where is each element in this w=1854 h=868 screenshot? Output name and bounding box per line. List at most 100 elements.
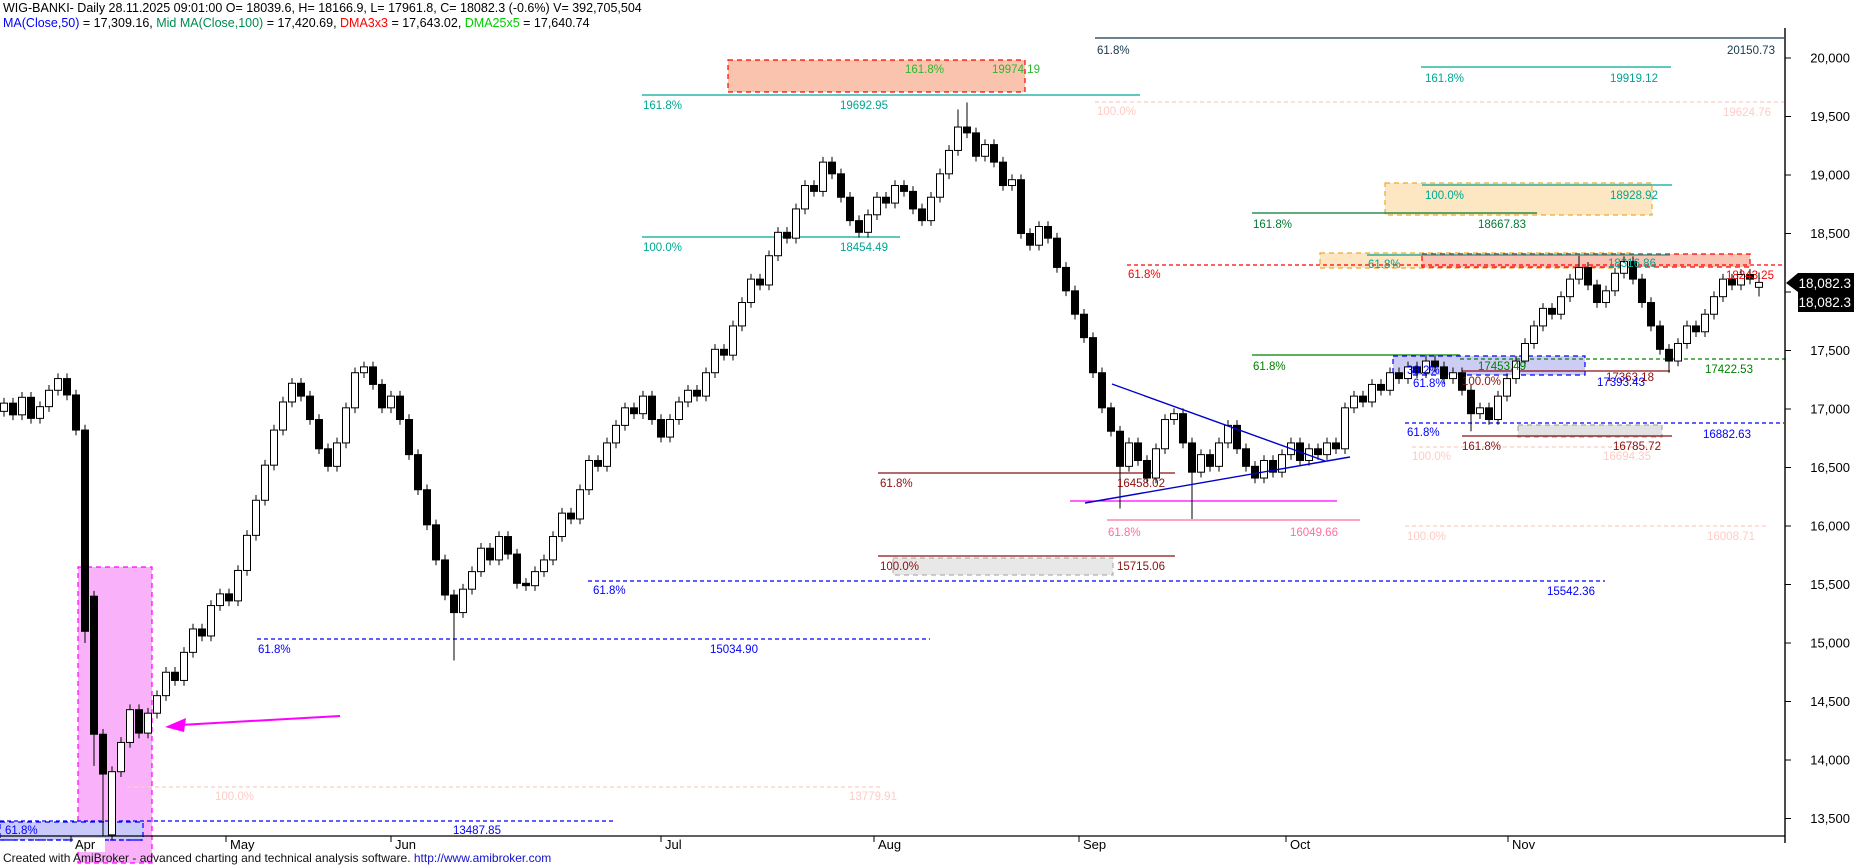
candle-body-23 [207,605,215,637]
annotation-label-2: 38.2% [1407,365,1440,377]
candle-body-97 [873,196,881,216]
candle-body-69 [621,407,629,426]
candle-body-86 [774,231,782,257]
candle-body-47 [423,489,431,526]
x-axis-label-6: Oct [1290,837,1311,852]
candle-body-140 [1260,459,1268,479]
candle-body-48 [432,524,440,561]
candle-body-3 [27,396,35,419]
fib-value-8: 18316.86 [1608,258,1656,270]
candle-body-172 [1548,307,1556,315]
candle-body-150 [1350,395,1358,409]
candle-body-188 [1692,325,1700,333]
candle-body-154 [1386,372,1394,391]
candle-body-182 [1638,278,1646,304]
candle-body-130 [1170,413,1178,421]
candle-body-66 [594,459,602,467]
candle-body-17 [153,695,161,714]
candle-body-136 [1224,424,1232,444]
candle-body-90 [810,185,818,192]
candle-body-33 [297,382,305,397]
candle-body-116 [1044,225,1052,239]
fib-label-18: 100.0% [1407,531,1446,543]
candle-body-171 [1539,307,1547,327]
candle-body-179 [1611,272,1619,292]
fib-value-13: 16785.72 [1613,441,1661,453]
candle-body-61 [549,536,557,561]
candle-body-36 [324,448,332,467]
x-label-bg-5 [1081,838,1113,852]
x-label-bg-1 [228,838,260,852]
fib-label-19: 100.0% [880,561,919,573]
footer-credit: Created with AmiBroker - advanced charti… [3,851,551,865]
candle-body-32 [288,382,296,403]
candle-body-78 [702,372,710,397]
fib-label-11: 100.0% [1462,376,1501,388]
candle-body-59 [531,571,539,587]
candle-body-65 [585,459,593,491]
x-label-bg-0 [73,838,105,852]
candle-body-19 [171,671,179,681]
fib-value-12: 16882.63 [1703,429,1751,441]
candle-body-2 [18,396,26,416]
candle-body-95 [855,220,863,233]
x-label-bg-7 [1510,838,1542,852]
candle-body-15 [135,709,143,734]
candle-body-180 [1620,261,1628,274]
candle-body-191 [1719,278,1727,298]
candle-body-4 [36,406,44,419]
indicator-segment-1: = 17,309.16, [79,16,157,30]
y-axis-label-13: 13,500 [1810,811,1850,826]
candle-body-193 [1737,273,1745,286]
amibroker-link[interactable]: http://www.amibroker.com [413,851,552,865]
candle-body-181 [1629,261,1637,280]
candle-body-166 [1494,395,1502,421]
candle-body-10 [90,595,98,735]
candle-body-8 [72,394,80,431]
candle-body-129 [1161,419,1169,450]
fib-zone-19974 [727,59,1026,93]
x-axis-label-3: Jul [665,837,682,852]
candle-body-175 [1575,266,1583,280]
fib-value-2: 19624.76 [1723,107,1771,119]
indicator-segment-0: MA(Close,50) [3,16,80,30]
fib-zone-18928 [1384,182,1653,216]
candle-body-40 [360,366,368,374]
fib-zone-16882 [1517,424,1663,438]
candle-body-184 [1656,325,1664,350]
candle-body-89 [801,185,809,210]
trendline-1[interactable] [1084,456,1351,504]
candle-body-102 [918,208,926,222]
trendline-0[interactable] [1111,383,1326,462]
fib-label-23: 61.8% [5,825,38,837]
y-axis-label-9: 15,500 [1810,577,1850,592]
candle-body-118 [1062,266,1070,292]
annotation-label-1: 19974.19 [992,64,1040,76]
fib-value-10: 17422.53 [1705,364,1753,376]
candle-body-96 [864,214,872,233]
y-axis-label-11: 14,500 [1810,694,1850,709]
candle-body-167 [1503,378,1511,397]
candle-body-165 [1485,407,1493,421]
indicator-values: MA(Close,50) = 17,309.16, Mid MA(Close,1… [3,16,642,30]
candle-body-64 [576,489,584,520]
indicator-segment-6: DMA25x5 [464,16,520,30]
fib-label-4: 100.0% [643,242,682,254]
candle-body-190 [1710,296,1718,315]
x-axis-label-1: May [230,837,255,852]
fib-label-1: 161.8% [1425,73,1464,85]
quote-title: WIG-BANKI- Daily 28.11.2025 09:01:00 O= … [3,1,642,15]
candle-body-13 [117,741,125,773]
annotation-arrow-shaft[interactable] [179,715,341,726]
annotation-arrow-head[interactable] [165,718,186,732]
candle-body-70 [630,407,638,415]
candle-body-71 [639,395,647,415]
chart-title-bar: WIG-BANKI- Daily 28.11.2025 09:01:00 O= … [3,1,642,30]
candle-body-142 [1278,454,1286,473]
candle-body-94 [846,196,854,222]
last-price-badge [1786,273,1854,312]
fib-value-15: 16458.02 [1117,478,1165,490]
candle-body-54 [486,547,494,561]
